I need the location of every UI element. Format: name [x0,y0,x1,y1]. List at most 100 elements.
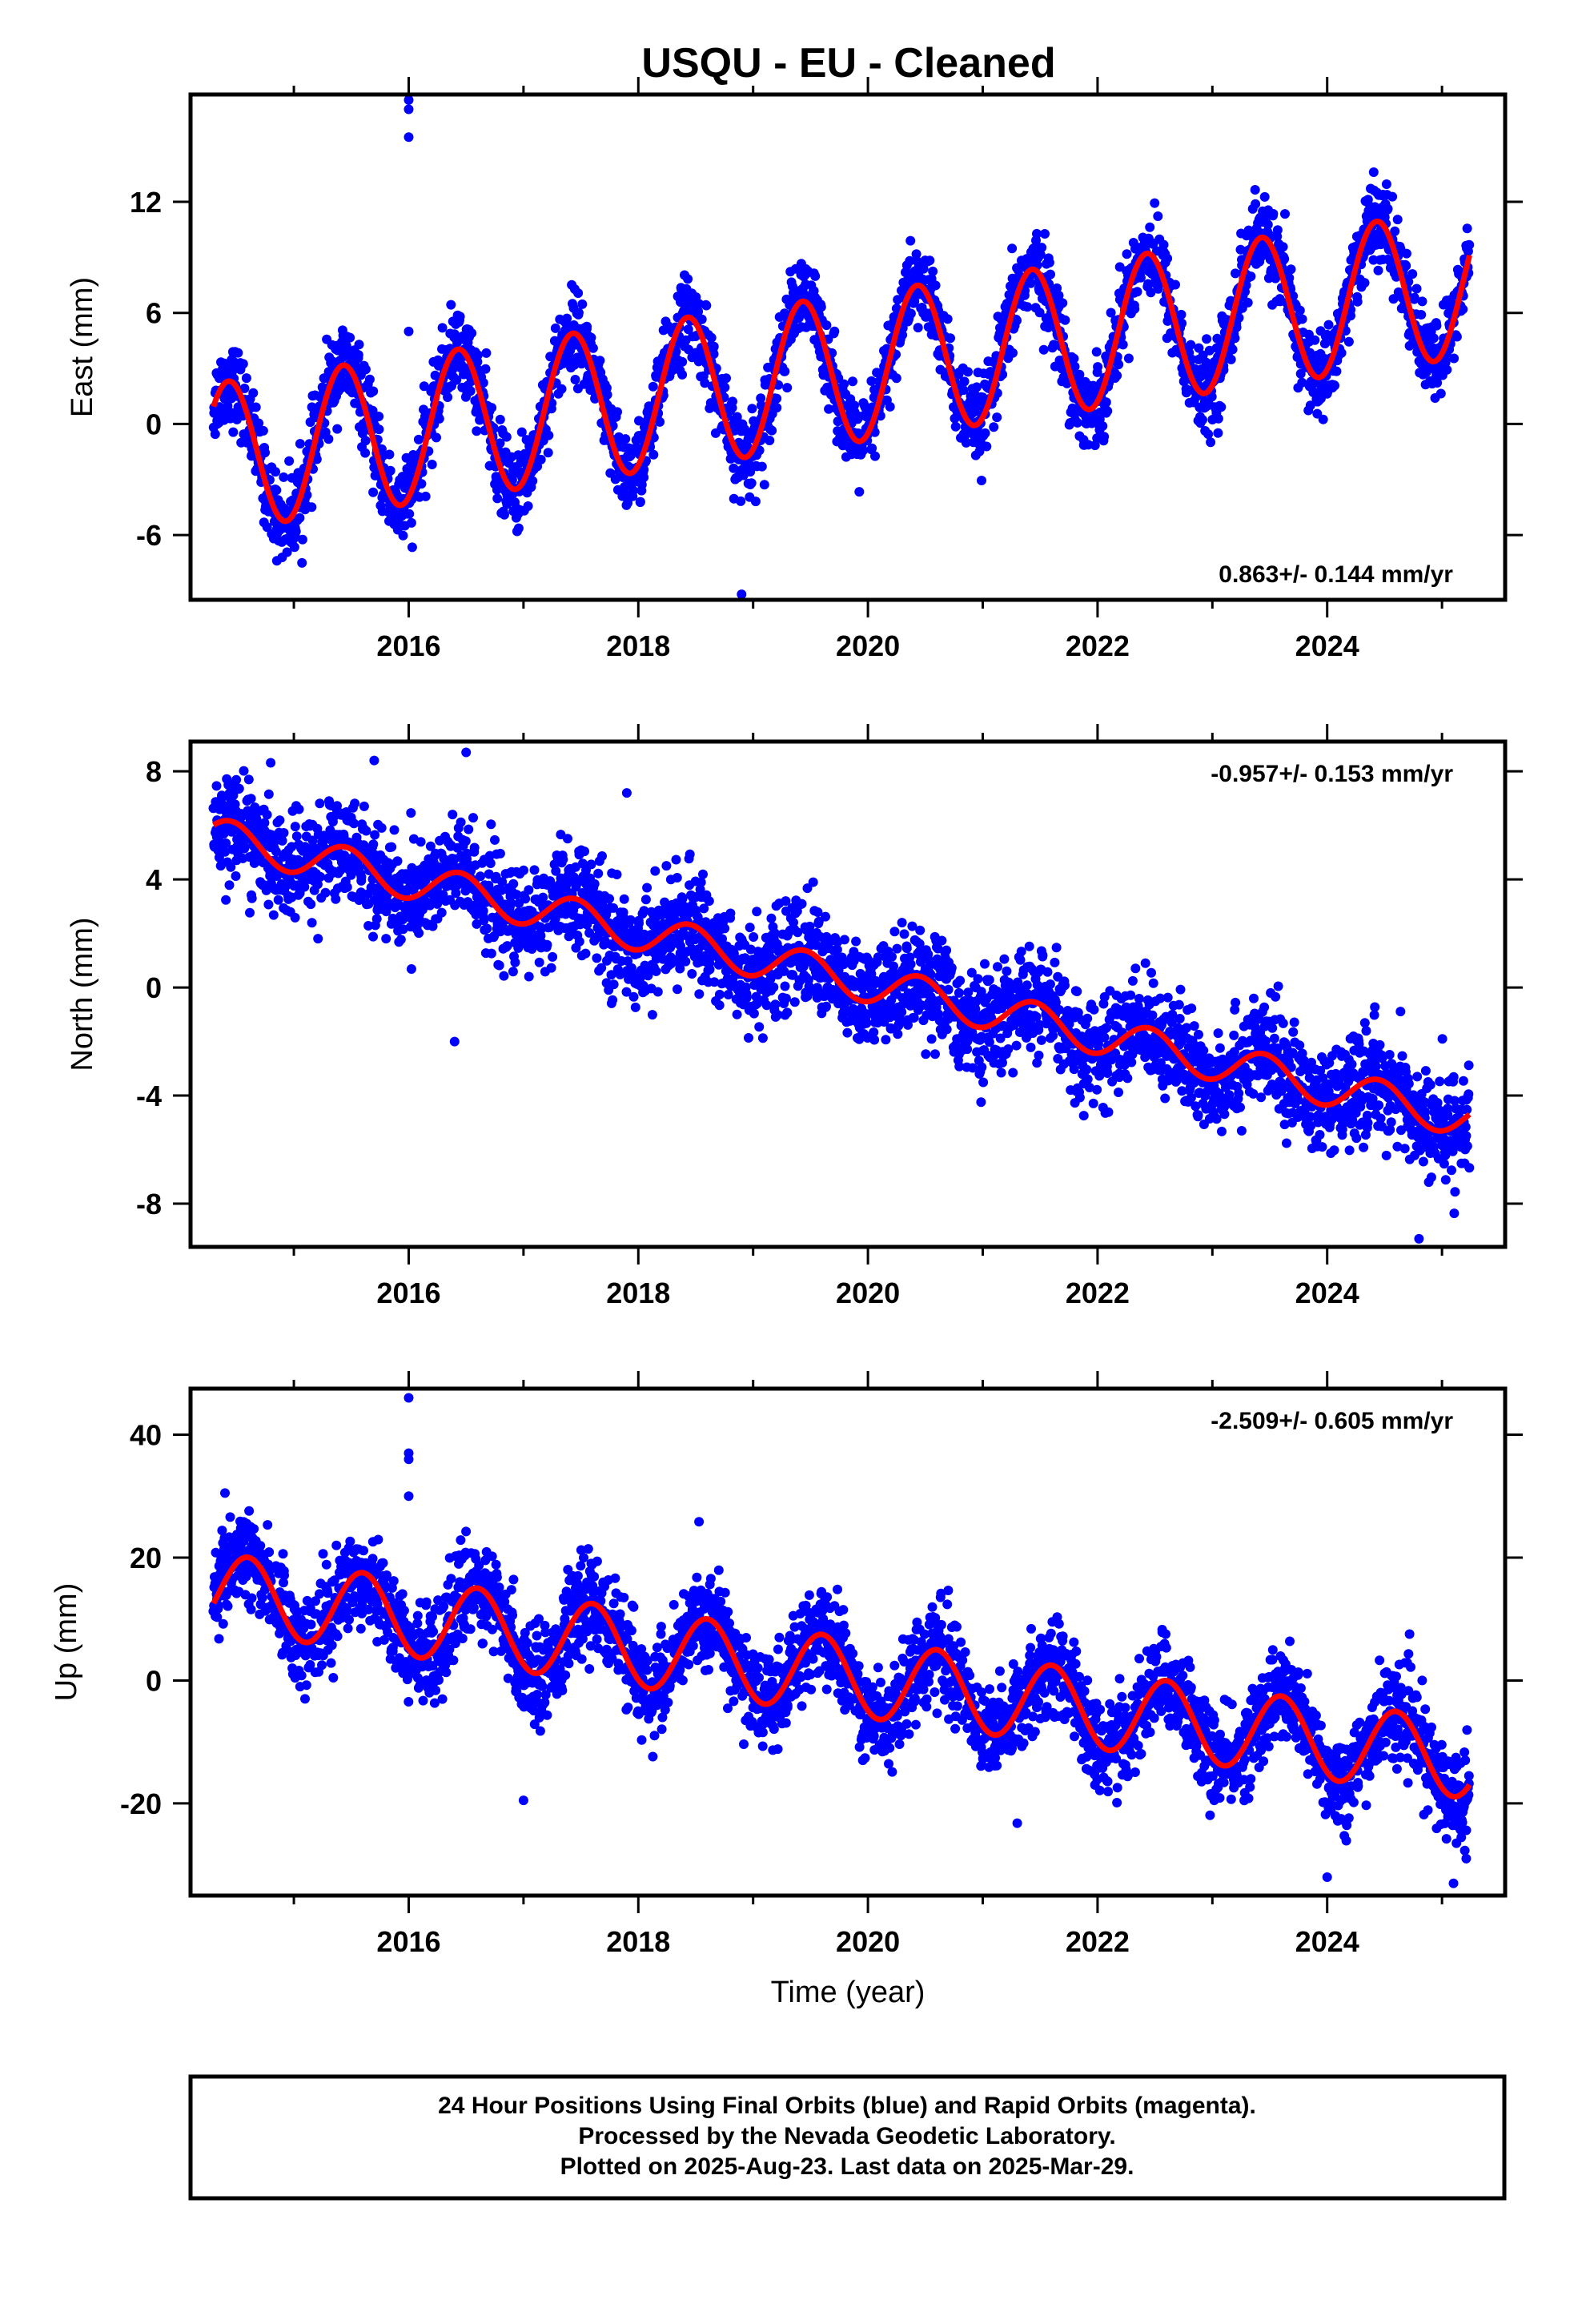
data-point [602,389,612,400]
data-point [1130,304,1140,314]
data-point [742,991,752,1002]
data-point [1098,421,1108,431]
data-point [269,517,279,527]
outlier-point [404,94,414,105]
data-point [1464,239,1475,250]
data-point [1417,296,1427,307]
data-point [1383,203,1393,214]
data-point [398,530,408,541]
data-point [885,401,895,412]
data-point [1132,287,1142,297]
data-point [1259,191,1270,202]
data-point [770,999,781,1010]
data-point [1072,417,1082,428]
data-point [870,451,880,461]
data-point [1213,428,1223,438]
data-point [648,449,659,460]
data-point [315,798,325,809]
data-point [279,503,289,513]
data-point [266,758,276,768]
data-point [721,373,731,384]
data-point [586,332,596,343]
data-point [486,948,496,959]
data-point [291,526,301,537]
data-point [223,401,233,411]
data-point [1123,353,1134,364]
data-point [273,895,283,905]
data-point [1318,414,1328,424]
data-point [608,995,618,1005]
data-point [661,861,672,871]
data-point [558,854,568,865]
data-point [406,808,416,818]
data-point [752,907,762,917]
y-tick-label: 6 [146,297,162,330]
data-point [652,987,663,997]
data-point [848,376,857,387]
data-point [323,434,334,444]
data-point [1268,209,1279,219]
data-point [636,480,647,490]
x-tick-label: 2022 [1066,629,1130,662]
data-point [460,363,470,373]
data-point [1194,343,1204,353]
data-point [294,804,304,814]
data-point [824,404,834,414]
data-point [720,923,730,934]
data-point [1052,283,1062,293]
data-point [1150,198,1160,208]
data-point [520,894,531,904]
data-point [1435,388,1446,399]
data-point [448,810,458,820]
data-point [580,846,589,857]
data-point [749,932,759,942]
data-point [446,300,456,310]
data-point [667,366,677,376]
data-point [508,967,518,977]
data-point [782,383,793,393]
data-point [228,427,239,437]
data-point [1297,377,1307,388]
data-point [345,332,355,343]
data-point [642,883,652,893]
data-point [307,502,317,513]
y-tick-label: 0 [146,408,162,440]
data-point [499,971,509,981]
y-tick-label: -6 [136,519,162,552]
y-tick-label: 12 [130,186,162,219]
data-point [374,412,384,421]
data-point [772,393,782,404]
data-point [586,859,596,870]
data-point [513,523,524,533]
data-point [1032,228,1042,239]
data-point [1251,199,1261,209]
data-point [958,385,969,396]
data-point [961,437,971,448]
data-point [765,436,775,445]
y-axis-label: East (mm) [66,277,99,417]
data-point [295,439,305,449]
data-point [612,870,622,879]
data-point [374,424,384,435]
data-point [416,837,426,847]
data-point [808,877,818,887]
data-point [368,487,379,497]
data-point [930,280,941,291]
data-point [683,274,693,284]
data-point [704,896,714,907]
data-point [1305,400,1315,411]
data-point [469,842,480,853]
data-point [389,825,400,835]
data-point [546,963,556,973]
data-point [534,957,544,967]
data-point [263,789,274,799]
data-point [1176,309,1186,320]
data-point [1035,250,1046,260]
data-point [1323,320,1334,330]
data-point [725,908,736,919]
data-point [989,422,999,432]
data-point [685,849,695,859]
data-point [854,487,865,497]
data-point [671,347,681,356]
data-point [353,350,363,360]
